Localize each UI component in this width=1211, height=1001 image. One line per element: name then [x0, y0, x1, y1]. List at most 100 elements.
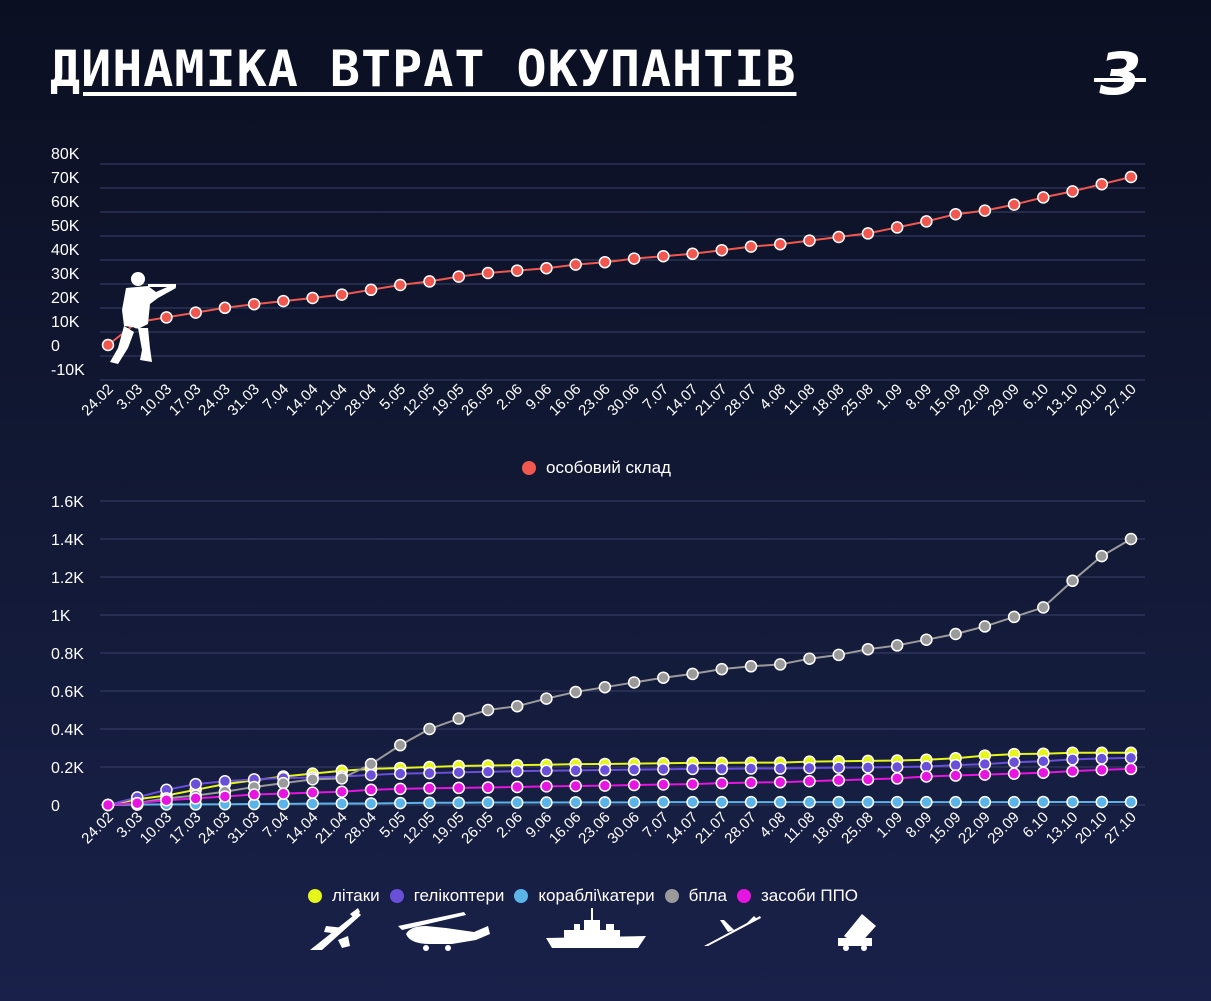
data-point [774, 658, 787, 671]
data-point [423, 766, 436, 780]
data-point [774, 762, 787, 775]
series-line [107, 756, 1132, 806]
x-tick-label: 15.09 [926, 381, 965, 420]
personnel-chart: -10K 0 10K 20K 30K 40K 50K 60K 70K 80K 24.023.031… [51, 146, 1145, 420]
x-tick-label: 25.08 [838, 381, 877, 420]
data-point [803, 652, 816, 665]
y-tick-label: 0 [51, 338, 60, 355]
data-point [890, 639, 904, 652]
data-point [744, 240, 758, 253]
data-point [364, 757, 378, 771]
data-point [715, 662, 729, 676]
data-point [335, 785, 349, 798]
legend-personnel: особовий склад [522, 458, 681, 478]
x-tick-label: 18.08 [809, 809, 848, 848]
data-point [130, 796, 144, 810]
data-point [394, 782, 407, 796]
data-point [686, 795, 699, 809]
legend-label: кораблі\катери [538, 886, 655, 905]
data-point [920, 770, 933, 783]
data-points [101, 532, 1138, 812]
data-point [277, 776, 290, 790]
data-point [598, 255, 612, 269]
data-point [832, 761, 845, 774]
x-tick-label: 21.07 [692, 381, 731, 420]
data-point [277, 797, 290, 811]
x-tick-label: 15.09 [926, 809, 965, 848]
air-defense-icon [838, 914, 876, 951]
data-point [1124, 532, 1138, 546]
data-point [920, 633, 933, 646]
data-point [481, 796, 495, 809]
data-point [774, 237, 787, 251]
y-axis: -10K 0 10K 20K 30K 40K 50K 60K 70K 80K [51, 146, 85, 379]
data-point [364, 783, 378, 797]
data-point [1037, 795, 1050, 809]
y-tick-label: 0 [51, 798, 60, 815]
x-tick-label: 19.05 [429, 381, 468, 420]
data-point [452, 270, 465, 283]
data-point [306, 786, 319, 799]
x-tick-label: 30.06 [604, 381, 643, 420]
legend-swatch [308, 889, 322, 903]
data-point [744, 762, 758, 775]
x-tick-label: 24.03 [195, 381, 234, 420]
data-point [657, 763, 670, 776]
data-point [394, 767, 407, 780]
data-point [832, 230, 845, 244]
data-point [715, 243, 729, 257]
x-tick-label: 28.07 [721, 809, 760, 848]
data-point [510, 764, 524, 778]
data-point [832, 774, 845, 787]
data-point [744, 660, 758, 673]
data-point [481, 781, 495, 794]
x-tick-label: 21.07 [692, 809, 731, 848]
legend-label: засоби ППО [761, 886, 859, 905]
x-tick-label: 23.06 [575, 809, 614, 848]
data-point [510, 264, 524, 277]
y-tick-label: 1K [51, 608, 71, 625]
data-point [657, 778, 670, 791]
data-point [1095, 549, 1109, 563]
legend-item: бпла [664, 886, 727, 906]
data-point [160, 311, 173, 324]
data-point [657, 249, 670, 263]
y-tick-label: 60K [51, 194, 80, 211]
data-point [978, 204, 992, 217]
x-tick-label: 17.03 [166, 809, 205, 848]
x-tick-label: 14.04 [283, 381, 322, 420]
data-point [861, 761, 875, 774]
x-axis: 24.023.0310.0317.0324.0331.037.0414.0421… [78, 809, 1140, 848]
data-point [715, 762, 729, 776]
x-tick-label: 24.03 [195, 809, 234, 848]
x-tick-label: 28.04 [341, 809, 380, 848]
data-point [452, 781, 465, 795]
data-point [686, 762, 699, 776]
data-point [715, 776, 729, 790]
x-tick-label: 26.05 [458, 809, 497, 848]
data-point [803, 775, 816, 788]
equipment-chart: 0 0.2K 0.4K 0.6K 0.8K 1K 1.2K 1.4K 1.6K 24.023.0… [51, 494, 1145, 848]
brand-logo-text: З [1098, 40, 1140, 108]
y-tick-label: 0.4K [51, 722, 84, 739]
data-point [189, 792, 202, 805]
data-point [423, 722, 436, 736]
y-tick-label: 70K [51, 170, 80, 187]
data-point [394, 796, 407, 810]
data-point [1066, 185, 1079, 198]
data-point [481, 266, 495, 280]
data-point [510, 796, 524, 809]
data-point [218, 790, 232, 803]
data-point [569, 779, 582, 793]
data-point [890, 772, 904, 785]
legend-swatch [522, 461, 536, 475]
y-tick-label: 10K [51, 314, 80, 331]
data-point [861, 795, 875, 809]
drone-icon [704, 916, 761, 946]
data-point [247, 297, 261, 311]
x-tick-label: 27.10 [1101, 381, 1140, 420]
x-tick-label: 29.09 [984, 809, 1023, 848]
x-tick-label: 31.03 [224, 809, 263, 848]
data-point [1037, 755, 1050, 768]
airplane-icon [310, 908, 361, 950]
